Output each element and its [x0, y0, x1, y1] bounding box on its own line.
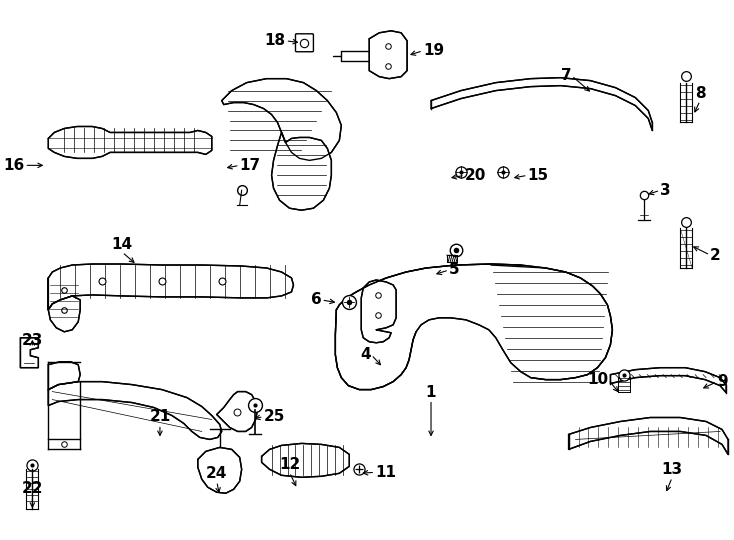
- Text: 20: 20: [465, 168, 487, 183]
- Text: 5: 5: [449, 262, 459, 278]
- Polygon shape: [335, 264, 612, 389]
- Polygon shape: [431, 78, 653, 131]
- Text: 18: 18: [264, 33, 286, 48]
- Polygon shape: [48, 126, 212, 158]
- Polygon shape: [21, 338, 38, 368]
- Text: 2: 2: [710, 247, 721, 262]
- Text: 8: 8: [695, 85, 705, 100]
- Polygon shape: [48, 382, 222, 440]
- Text: 19: 19: [423, 43, 444, 58]
- Text: 3: 3: [661, 183, 671, 198]
- Text: 13: 13: [661, 462, 683, 477]
- FancyBboxPatch shape: [296, 34, 313, 52]
- Polygon shape: [48, 264, 294, 310]
- Polygon shape: [272, 132, 331, 210]
- Polygon shape: [369, 31, 407, 79]
- Text: 21: 21: [149, 409, 170, 424]
- Text: 11: 11: [375, 465, 396, 480]
- Polygon shape: [261, 443, 349, 477]
- Text: 23: 23: [22, 333, 43, 348]
- Polygon shape: [217, 392, 258, 431]
- Text: 24: 24: [206, 466, 228, 481]
- Text: 10: 10: [587, 372, 608, 387]
- Text: 6: 6: [310, 292, 321, 307]
- Text: 12: 12: [279, 457, 300, 472]
- Polygon shape: [222, 79, 341, 160]
- Text: 22: 22: [21, 481, 43, 496]
- Polygon shape: [611, 368, 726, 393]
- Polygon shape: [198, 448, 241, 493]
- Text: 14: 14: [112, 237, 133, 252]
- Text: 25: 25: [264, 409, 285, 424]
- Text: 15: 15: [528, 168, 549, 183]
- Polygon shape: [361, 280, 396, 343]
- Polygon shape: [48, 362, 80, 389]
- Text: 4: 4: [360, 347, 371, 362]
- Text: 1: 1: [426, 384, 436, 400]
- Text: 16: 16: [3, 158, 24, 173]
- Polygon shape: [48, 278, 80, 332]
- Text: 7: 7: [561, 68, 572, 83]
- Text: 17: 17: [240, 158, 261, 173]
- Text: 9: 9: [717, 374, 727, 389]
- Polygon shape: [569, 417, 728, 454]
